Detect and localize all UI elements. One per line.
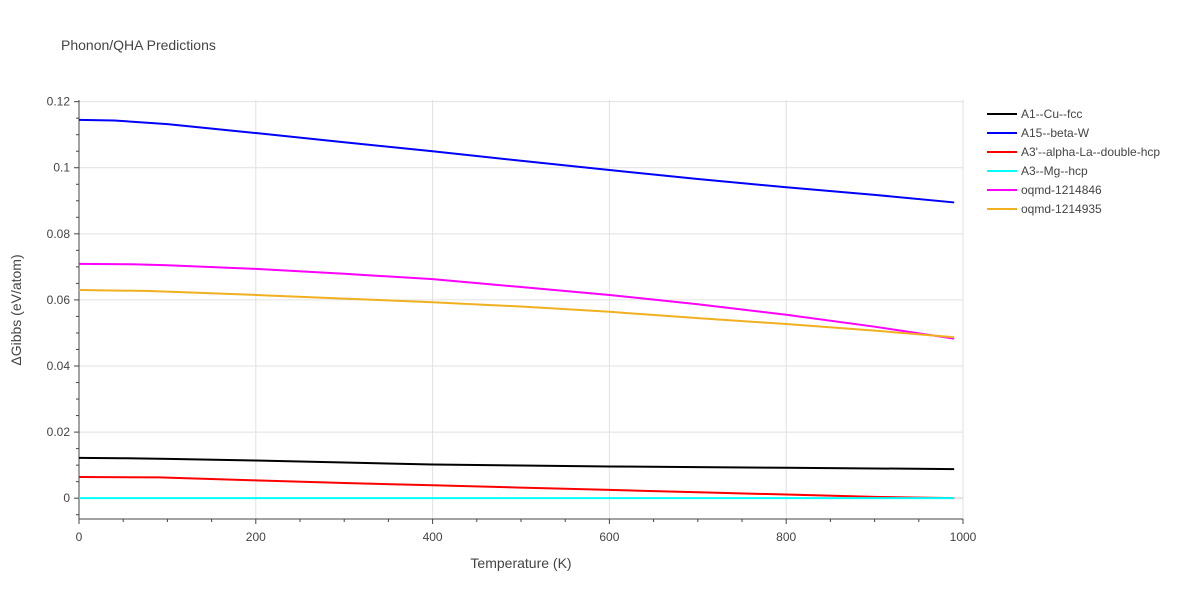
legend-label: A3'--alpha-La--double-hcp: [1021, 145, 1160, 159]
y-tick-label: 0.08: [47, 227, 71, 241]
legend-label: oqmd-1214935: [1021, 202, 1102, 216]
series-line-5[interactable]: [78, 289, 955, 339]
x-tick-label: 200: [246, 530, 266, 544]
series-line-1[interactable]: [78, 118, 955, 204]
axes: 0 200 400 600 800 1000 0 0.02 0.04 0.06 0.08 0.1 0.1…: [47, 95, 977, 544]
x-tick-label: 0: [76, 530, 83, 544]
legend-label: A3--Mg--hcp: [1021, 164, 1088, 178]
y-tick-label: 0.04: [47, 359, 71, 373]
x-tick-label: 800: [776, 530, 796, 544]
x-tick-label: 600: [599, 530, 619, 544]
legend-label: oqmd-1214846: [1021, 183, 1102, 197]
legend-item[interactable]: A3'--alpha-La--double-hcp: [987, 145, 1160, 159]
legend-item[interactable]: A1--Cu--fcc: [987, 107, 1082, 121]
y-tick-label: 0.12: [47, 95, 71, 109]
series-line-0[interactable]: [78, 456, 955, 471]
y-tick-label: 0.02: [47, 425, 71, 439]
legend-item[interactable]: A15--beta-W: [987, 126, 1090, 140]
x-tick-label: 400: [423, 530, 443, 544]
y-axis-title: ΔGibbs (eV/atom): [8, 254, 24, 365]
x-tick-label: 1000: [950, 530, 977, 544]
legend-item[interactable]: oqmd-1214935: [987, 202, 1102, 216]
y-tick-label: 0.06: [47, 293, 71, 307]
legend-item[interactable]: oqmd-1214846: [987, 183, 1102, 197]
chart-title: Phonon/QHA Predictions: [61, 37, 216, 53]
legend-label: A1--Cu--fcc: [1021, 107, 1082, 121]
y-tick-label: 0: [63, 491, 70, 505]
series-lines: [78, 118, 955, 500]
legend[interactable]: A1--Cu--fcc A15--beta-W A3'--alpha-La--dou…: [987, 107, 1160, 216]
y-tick-label: 0.1: [53, 161, 70, 175]
x-axis-title: Temperature (K): [470, 555, 571, 571]
legend-label: A15--beta-W: [1021, 126, 1090, 140]
grid-lines: [79, 100, 964, 519]
series-line-4[interactable]: [78, 262, 955, 340]
series-line-2[interactable]: [78, 476, 955, 500]
legend-item[interactable]: A3--Mg--hcp: [987, 164, 1088, 178]
